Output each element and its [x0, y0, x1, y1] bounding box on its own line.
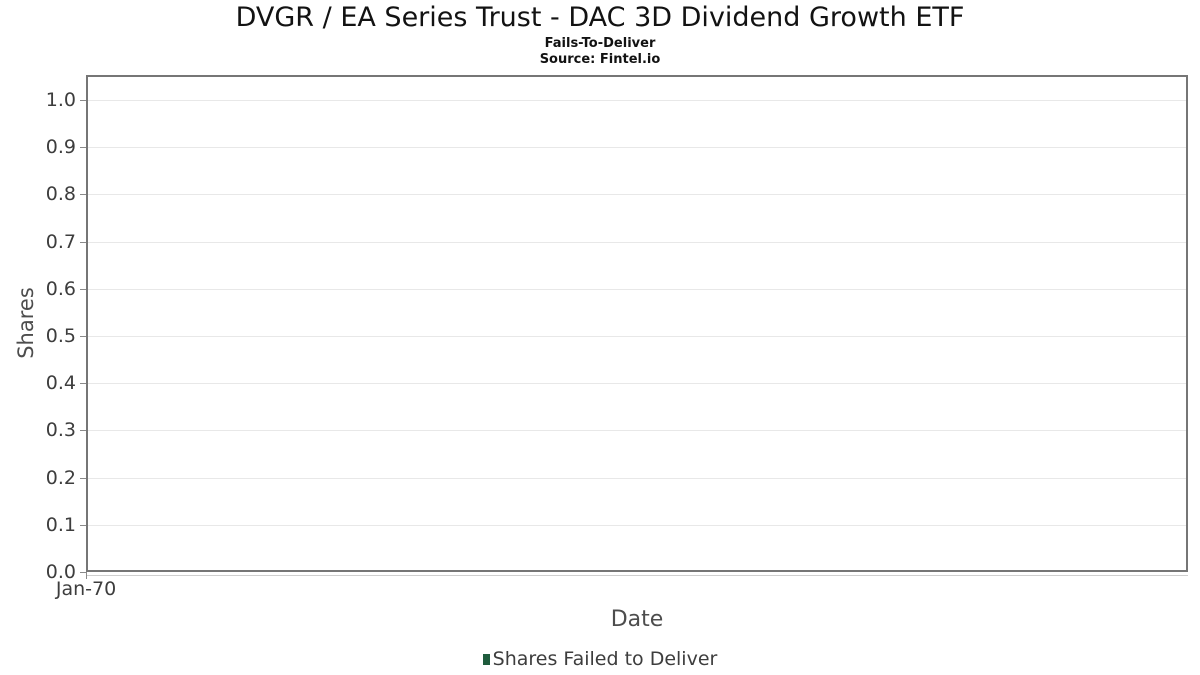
x-axis-tick-labels: Jan-70	[56, 578, 1188, 602]
y-tick-label: 0.9	[45, 136, 76, 159]
y-tick-label: 0.7	[45, 230, 76, 253]
y-tick-label: 0.0	[45, 561, 76, 583]
gridline	[88, 336, 1186, 337]
gridline	[88, 100, 1186, 101]
x-axis-line	[87, 575, 1188, 576]
y-axis-tick-marks	[80, 75, 86, 573]
y-tick-label: 1.0	[45, 89, 76, 111]
legend-label: Shares Failed to Deliver	[492, 648, 718, 670]
gridline	[88, 430, 1186, 432]
y-tick-mark	[80, 100, 86, 101]
x-tick-mark	[86, 572, 87, 579]
y-tick-label: 0.3	[45, 419, 76, 442]
gridline	[88, 194, 1186, 196]
gridline	[88, 288, 1186, 290]
y-axis-tick-labels: 0.0 0.1 0.2 0.3 0.4 0.5 0.6 0.7 0.8 0.9 1.0	[0, 75, 78, 583]
gridline	[88, 147, 1186, 149]
gridline	[88, 241, 1186, 243]
y-tick-mark	[80, 477, 86, 479]
y-tick-mark	[80, 241, 86, 243]
y-tick-mark	[80, 383, 86, 385]
y-tick-mark	[80, 572, 86, 573]
chart-title: DVGR / EA Series Trust - DAC 3D Dividend…	[235, 2, 965, 33]
y-tick-mark	[80, 147, 86, 149]
y-tick-label: 0.5	[45, 325, 76, 347]
y-tick-label: 0.4	[45, 372, 76, 395]
x-axis-tick-marks	[86, 572, 1188, 579]
x-tick-label: Jan-70	[55, 578, 117, 600]
y-tick-mark	[80, 336, 86, 337]
legend-marker-icon	[482, 653, 490, 665]
y-tick-label: 0.8	[45, 183, 76, 206]
y-tick-label: 0.1	[45, 513, 76, 536]
y-tick-mark	[80, 194, 86, 196]
x-axis-label: Date	[610, 607, 664, 632]
plot-area	[86, 75, 1188, 572]
y-tick-mark	[80, 524, 86, 526]
gridline	[88, 477, 1186, 479]
y-tick-label: 0.6	[45, 277, 76, 300]
chart-subtitle: Fails-To-Deliver	[544, 36, 656, 51]
gridline	[88, 524, 1186, 526]
gridline	[88, 383, 1186, 385]
chart-source: Source: Fintel.io	[539, 52, 661, 67]
y-tick-label: 0.2	[45, 466, 76, 489]
y-tick-mark	[80, 288, 86, 290]
legend: Shares Failed to Deliver	[0, 648, 1200, 670]
y-axis-label: Shares	[14, 287, 38, 359]
y-tick-mark	[80, 430, 86, 432]
